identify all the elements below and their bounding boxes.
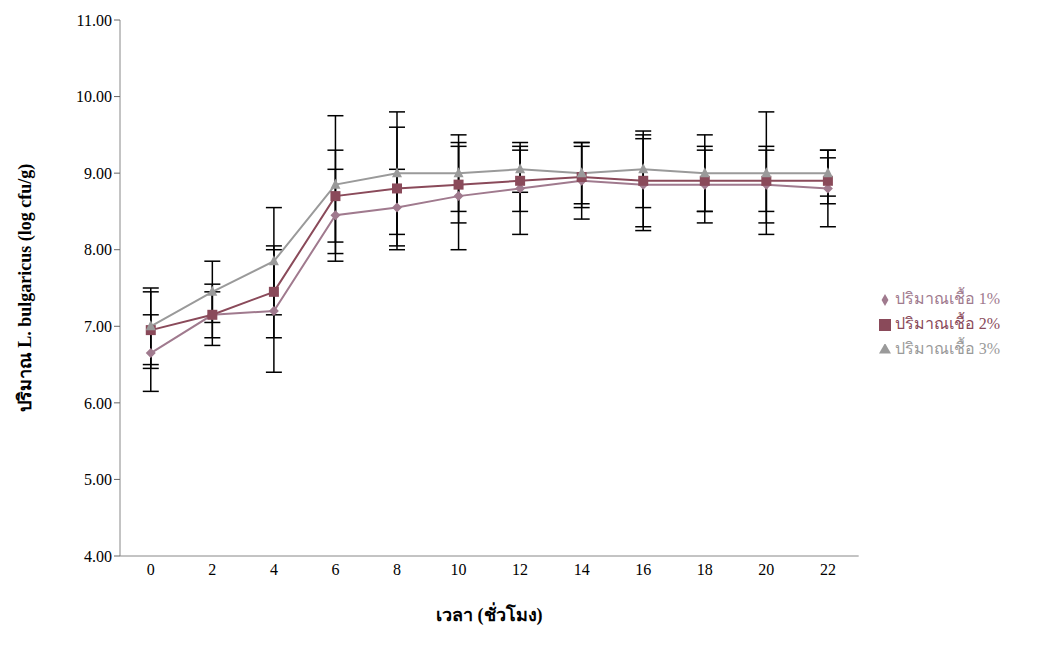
svg-text:4: 4 (270, 561, 278, 578)
svg-text:4.00: 4.00 (84, 548, 112, 565)
svg-text:9.00: 9.00 (84, 165, 112, 182)
svg-text:ปริมาณ L. bulgaricus (log cfu/: ปริมาณ L. bulgaricus (log cfu/g) (15, 164, 36, 413)
svg-text:5.00: 5.00 (84, 471, 112, 488)
svg-text:20: 20 (758, 561, 774, 578)
svg-text:10.00: 10.00 (76, 88, 112, 105)
html-text:ปริมาณเชื้อ 1%: ปริมาณเชื้อ 1% (894, 289, 1000, 307)
html-text:ปริมาณเชื้อ 3%: ปริมาณเชื้อ 3% (894, 339, 1000, 357)
svg-text:8: 8 (393, 561, 401, 578)
svg-text:22: 22 (820, 561, 836, 578)
svg-text:7.00: 7.00 (84, 318, 112, 335)
svg-text:11.00: 11.00 (77, 12, 112, 29)
svg-text:2: 2 (208, 561, 216, 578)
svg-text:10: 10 (451, 561, 467, 578)
svg-text:18: 18 (697, 561, 713, 578)
svg-text:0: 0 (147, 561, 155, 578)
html-text:ปริมาณเชื้อ 2%: ปริมาณเชื้อ 2% (894, 314, 1000, 332)
svg-text:เวลา (ชั่วโมง): เวลา (ชั่วโมง) (436, 602, 543, 626)
svg-text:6.00: 6.00 (84, 395, 112, 412)
svg-text:16: 16 (635, 561, 651, 578)
svg-text:14: 14 (574, 561, 590, 578)
svg-text:6: 6 (331, 561, 339, 578)
svg-text:12: 12 (512, 561, 528, 578)
svg-text:8.00: 8.00 (84, 241, 112, 258)
